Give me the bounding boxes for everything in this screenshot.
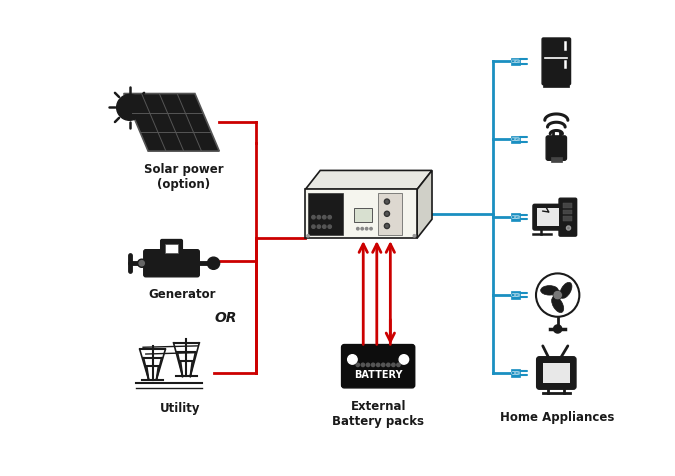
Circle shape [392,363,395,367]
Circle shape [361,363,364,367]
Circle shape [307,235,309,238]
Circle shape [384,199,389,205]
FancyBboxPatch shape [305,190,417,238]
Circle shape [367,363,370,367]
FancyBboxPatch shape [546,137,566,161]
FancyBboxPatch shape [378,193,402,235]
Circle shape [356,228,359,230]
Circle shape [517,61,520,64]
Circle shape [517,139,520,141]
Circle shape [514,61,517,64]
Text: Solar power
(option): Solar power (option) [144,162,223,190]
FancyBboxPatch shape [537,209,559,227]
Text: Utility: Utility [159,402,200,415]
FancyBboxPatch shape [161,240,182,258]
FancyBboxPatch shape [537,357,576,389]
FancyBboxPatch shape [551,158,562,163]
FancyBboxPatch shape [511,292,520,299]
Polygon shape [124,94,219,152]
Circle shape [328,226,331,229]
Text: Generator: Generator [148,288,215,300]
Circle shape [517,216,520,219]
Circle shape [512,61,514,64]
Circle shape [514,294,517,297]
Text: Home Appliances: Home Appliances [500,410,615,423]
Circle shape [317,216,321,219]
FancyBboxPatch shape [543,363,570,383]
Circle shape [377,363,380,367]
Circle shape [554,325,562,333]
Circle shape [517,294,520,297]
FancyBboxPatch shape [533,205,564,230]
FancyBboxPatch shape [542,39,570,86]
FancyBboxPatch shape [144,250,199,277]
Circle shape [138,259,146,268]
Circle shape [413,235,416,238]
Circle shape [516,294,518,297]
Circle shape [513,61,516,64]
Circle shape [516,139,518,141]
FancyBboxPatch shape [563,217,572,222]
Circle shape [323,216,326,219]
FancyBboxPatch shape [308,193,344,235]
Circle shape [312,226,315,229]
Circle shape [370,228,372,230]
Text: External
Battery packs: External Battery packs [332,399,424,427]
Circle shape [514,139,517,141]
FancyBboxPatch shape [563,204,572,208]
Circle shape [323,226,326,229]
Circle shape [512,294,514,297]
FancyBboxPatch shape [511,136,520,144]
Circle shape [361,228,363,230]
Text: BATTERY: BATTERY [354,369,402,379]
Ellipse shape [551,297,564,313]
Circle shape [371,363,375,367]
FancyBboxPatch shape [559,199,576,237]
FancyBboxPatch shape [511,214,520,221]
FancyBboxPatch shape [165,244,178,254]
Circle shape [513,139,516,141]
Circle shape [328,216,331,219]
Circle shape [512,139,514,141]
FancyBboxPatch shape [563,210,572,215]
Circle shape [207,258,219,270]
Polygon shape [305,171,432,190]
Circle shape [365,228,368,230]
Circle shape [553,291,562,300]
Circle shape [517,372,520,375]
Circle shape [399,355,408,365]
Circle shape [513,294,516,297]
Circle shape [384,224,389,229]
Circle shape [513,216,516,219]
Circle shape [566,227,570,230]
Circle shape [312,216,315,219]
Circle shape [516,372,518,375]
Circle shape [516,61,518,64]
Circle shape [381,363,385,367]
Circle shape [514,372,517,375]
FancyBboxPatch shape [511,369,520,377]
FancyBboxPatch shape [342,345,414,388]
Polygon shape [417,171,432,238]
Circle shape [117,95,142,121]
Circle shape [512,372,514,375]
Circle shape [397,363,400,367]
Circle shape [387,363,390,367]
Circle shape [512,216,514,219]
FancyBboxPatch shape [543,83,569,88]
Circle shape [516,216,518,219]
Ellipse shape [560,283,572,299]
Circle shape [356,363,360,367]
Text: OR: OR [215,310,237,325]
Circle shape [513,372,516,375]
Circle shape [348,355,357,365]
FancyBboxPatch shape [511,59,520,66]
FancyBboxPatch shape [354,209,372,222]
Circle shape [514,216,517,219]
Circle shape [317,226,321,229]
Ellipse shape [541,286,558,296]
Circle shape [384,212,389,217]
